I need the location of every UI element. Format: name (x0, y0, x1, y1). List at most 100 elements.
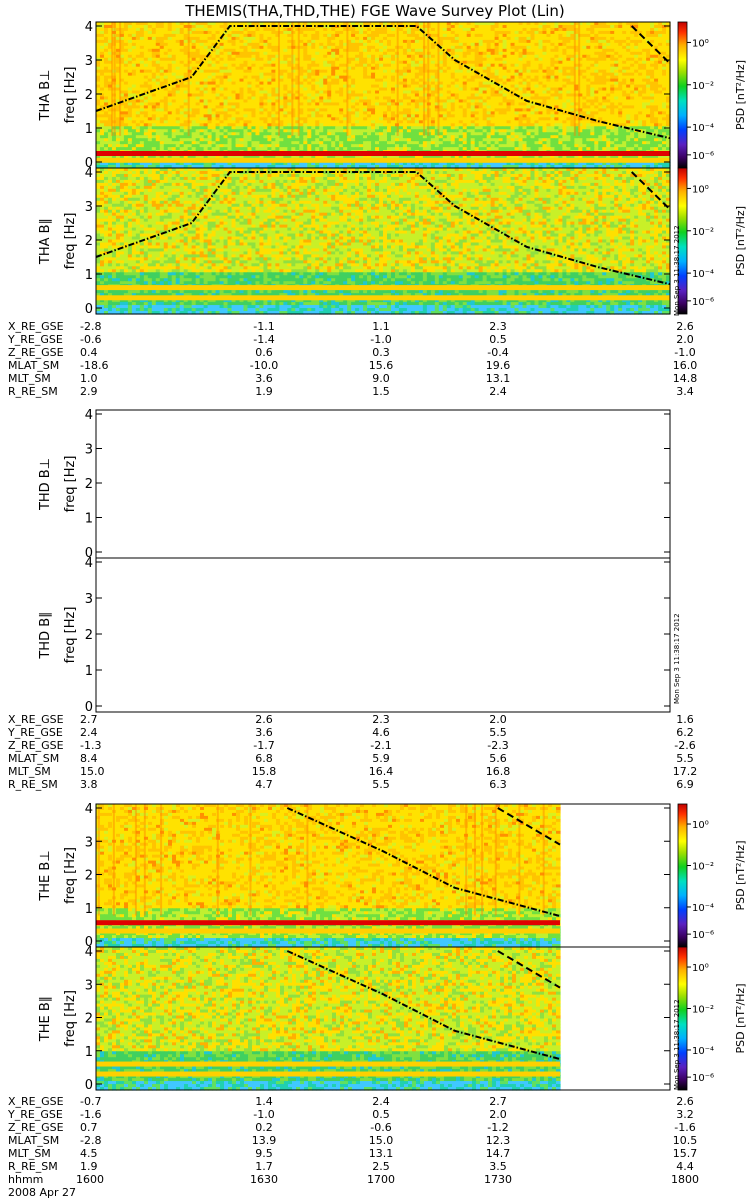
ephemeris-value: 2.5 (372, 1160, 390, 1173)
ephemeris-value: 1.4 (255, 1095, 273, 1108)
ephemeris-row-label: Z_RE_GSE (8, 1121, 64, 1134)
ephemeris-value: 2.3 (372, 713, 390, 726)
ephemeris-row-label: R_RE_SM (8, 1160, 58, 1173)
ephemeris-row-label: Y_RE_GSE (7, 1108, 63, 1121)
band-1 (96, 920, 560, 925)
ephemeris-value: -1.3 (80, 739, 101, 752)
ephemeris-value: 0.3 (372, 346, 390, 359)
ephemeris-block-2: X_RE_GSE 2.7 2.6 2.3 2.0 1.6Y_RE_GSE 2.4 3.6 4.6… (7, 713, 697, 791)
ephemeris-value: 4.7 (255, 778, 273, 791)
ephemeris-value: -1.0 (253, 1108, 274, 1121)
ephemeris-value: 14.7 (486, 1147, 511, 1160)
ephemeris-row-label: Y_RE_GSE (7, 726, 63, 739)
ephemeris-value: 2.6 (255, 713, 273, 726)
ephemeris-value: 2.7 (489, 1095, 507, 1108)
ephemeris-value: 4.5 (80, 1147, 98, 1160)
cbar-tick-label: 10⁻⁴ (692, 123, 714, 134)
ephemeris-value: 0.5 (372, 1108, 390, 1121)
y-tick-label: 4 (85, 20, 93, 35)
ephemeris-value: 13.1 (369, 1147, 394, 1160)
band-0 (96, 1072, 560, 1077)
x-tick-label: 1800 (671, 1173, 699, 1186)
y-tick-label: 0 (85, 302, 93, 317)
y-axis-label: THA B⊥ (38, 70, 53, 122)
y-axis-label: THD B∥ (38, 611, 53, 659)
ephemeris-value: 10.5 (673, 1134, 698, 1147)
band-1 (96, 1062, 560, 1067)
ephemeris-value: -1.4 (253, 333, 274, 346)
ephemeris-row-label: MLAT_SM (8, 359, 59, 372)
ephemeris-value: 8.4 (80, 752, 98, 765)
cbar-label: PSD [nT²/Hz] (734, 983, 747, 1053)
cbar-label: PSD [nT²/Hz] (734, 60, 747, 130)
ephemeris-value: 1.1 (372, 320, 390, 333)
ephemeris-value: 6.2 (676, 726, 694, 739)
ephemeris-row-label: R_RE_SM (8, 778, 58, 791)
y-tick-label: 2 (85, 234, 93, 249)
ephemeris-value: 3.2 (676, 1108, 694, 1121)
ephemeris-value: 1.9 (255, 385, 273, 398)
time-label: hhmm (8, 1173, 43, 1186)
y-axis-label: THE B⊥ (38, 850, 53, 901)
ephemeris-value: 2.4 (489, 385, 507, 398)
ephemeris-value: 15.6 (369, 359, 394, 372)
ephemeris-row-label: Y_RE_GSE (7, 333, 63, 346)
ephemeris-value: -0.4 (487, 346, 508, 359)
ephemeris-value: 2.4 (372, 1095, 390, 1108)
ephemeris-value: 14.8 (673, 372, 698, 385)
ephemeris-row-label: X_RE_GSE (8, 713, 64, 726)
ephemeris-value: 0.6 (255, 346, 273, 359)
ephemeris-row-label: MLT_SM (8, 372, 51, 385)
cbar-label: PSD [nT²/Hz] (734, 206, 747, 276)
ephemeris-value: 4.4 (676, 1160, 694, 1173)
cbar-tick-label: 10⁰ (692, 820, 709, 831)
cbar-tick-label: 10⁻⁴ (692, 903, 714, 914)
ephemeris-value: 13.1 (486, 372, 511, 385)
x-tick-label: 1730 (484, 1173, 512, 1186)
cbar-tick-label: 10⁻⁶ (692, 297, 714, 308)
cbar-tick-label: 10⁻⁴ (692, 1046, 714, 1057)
cbar-tick-label: 10⁰ (692, 963, 709, 974)
ephemeris-value: 5.5 (489, 726, 507, 739)
ephemeris-value: -1.6 (80, 1108, 101, 1121)
ephemeris-value: 1.5 (372, 385, 390, 398)
ephemeris-value: 15.0 (369, 1134, 394, 1147)
ephemeris-row-label: MLT_SM (8, 1147, 51, 1160)
ephemeris-value: 9.5 (255, 1147, 273, 1160)
heatmap (96, 22, 671, 169)
ephemeris-row-label: X_RE_GSE (8, 320, 64, 333)
ephemeris-value: 3.6 (255, 372, 273, 385)
cbar-tick-label: 10⁻² (692, 227, 714, 238)
ephemeris-value: 3.4 (676, 385, 694, 398)
ephemeris-value: 0.2 (255, 1121, 273, 1134)
ephemeris-value: 9.0 (372, 372, 390, 385)
cbar-label: PSD [nT²/Hz] (734, 840, 747, 910)
ephemeris-row-label: MLAT_SM (8, 752, 59, 765)
ephemeris-value: 16.4 (369, 765, 394, 778)
ephemeris-value: 2.6 (676, 320, 694, 333)
band-1 (96, 151, 670, 156)
y-tick-label: 4 (85, 556, 93, 571)
ephemeris-value: -2.1 (370, 739, 391, 752)
y-tick-label: 1 (85, 902, 93, 917)
y-tick-label: 1 (85, 1045, 93, 1060)
ephemeris-value: 5.5 (676, 752, 694, 765)
band-0 (96, 295, 670, 300)
ephemeris-value: -1.0 (674, 346, 695, 359)
ephemeris-value: 2.6 (676, 1095, 694, 1108)
ephemeris-value: 4.6 (372, 726, 390, 739)
y-tick-label: 2 (85, 1012, 93, 1027)
y-tick-label: 2 (85, 477, 93, 492)
y-tick-label: 2 (85, 869, 93, 884)
band-1 (96, 285, 670, 290)
cbar-tick-label: 10⁻⁶ (692, 1073, 714, 1084)
y-tick-label: 3 (85, 978, 93, 993)
ephemeris-value: 2.0 (489, 713, 507, 726)
heatmap (96, 947, 561, 1091)
y-tick-label: 3 (85, 200, 93, 215)
ephemeris-block-1: X_RE_GSE -2.8 -1.1 1.1 2.3 2.6Y_RE_GSE -0.6 -1.… (7, 320, 697, 398)
y-tick-label: 4 (85, 802, 93, 817)
y-tick-label: 3 (85, 592, 93, 607)
chart-title: THEMIS(THA,THD,THE) FGE Wave Survey Plot… (184, 2, 565, 20)
ephemeris-value: -1.0 (370, 333, 391, 346)
